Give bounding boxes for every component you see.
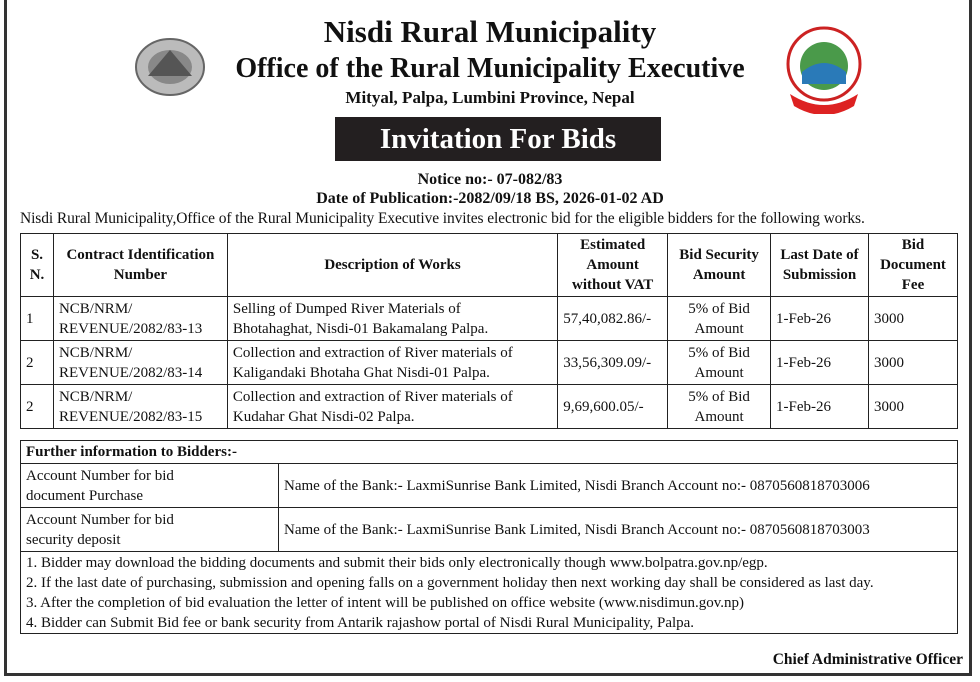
- cell-contract-id: NCB/NRM/REVENUE/2082/83-15: [52, 384, 228, 429]
- note-item: 3. After the completion of bid evaluatio…: [26, 595, 745, 611]
- account-value: Name of the Bank:- LaxmiSunrise Bank Lim…: [278, 463, 958, 508]
- account-row: Account Number for bid security deposit N…: [20, 507, 958, 552]
- municipality-logo: [786, 26, 862, 114]
- label-line: Account Number for bid: [26, 467, 174, 484]
- desc-line: Collection and extraction of River mater…: [232, 344, 513, 361]
- cell-description: Collection and extraction of River mater…: [226, 340, 559, 385]
- id-line: REVENUE/2082/83-13: [58, 320, 203, 337]
- cell-description: Collection and extraction of River mater…: [226, 384, 559, 429]
- signature-title: Chief Administrative Officer: [772, 651, 963, 668]
- id-line: REVENUE/2082/83-15: [58, 408, 203, 425]
- account-value: Name of the Bank:- LaxmiSunrise Bank Lim…: [278, 507, 958, 552]
- label-line: Account Number for bid: [26, 511, 174, 528]
- notice-number: Notice no:- 07-082/83: [417, 171, 563, 188]
- desc-line: Bhotahaghat, Nisdi-01 Bakamalang Palpa.: [232, 320, 489, 337]
- cell-sn: 1: [20, 296, 54, 341]
- cell-fee: 3000: [868, 384, 958, 429]
- account-label: Account Number for bid document Purchase: [20, 463, 279, 508]
- cell-date: 1-Feb-26: [770, 384, 869, 429]
- cell-description: Selling of Dumped River Materials of Bhot…: [226, 296, 559, 341]
- office-name: Office of the Rural Municipality Executi…: [235, 53, 745, 84]
- table-row: 2 NCB/NRM/REVENUE/2082/83-15 Collection …: [20, 384, 958, 429]
- header-security: Bid Security Amount: [667, 233, 772, 297]
- cell-amount: 57,40,082.86/-: [557, 296, 669, 341]
- id-line: NCB/NRM/: [58, 344, 133, 361]
- further-info-table: Further information to Bidders:- Account…: [20, 440, 958, 634]
- security-line: Amount: [694, 320, 744, 337]
- government-emblem-logo: [135, 38, 205, 96]
- desc-line: Kaligandaki Bhotaha Ghat Nisdi-01 Palpa.: [232, 364, 490, 381]
- note-item: 1. Bidder may download the bidding docum…: [26, 555, 768, 571]
- table-row: 2 NCB/NRM/REVENUE/2082/83-14 Collection …: [20, 340, 958, 385]
- label-line: document Purchase: [26, 487, 144, 504]
- cell-security: 5% of Bid Amount: [667, 340, 772, 385]
- desc-line: Collection and extraction of River mater…: [232, 388, 513, 405]
- note-item: 4. Bidder can Submit Bid fee or bank sec…: [26, 615, 695, 631]
- intro-text: Nisdi Rural Municipality,Office of the R…: [20, 210, 865, 227]
- header-sn: S. N.: [20, 233, 54, 297]
- account-label: Account Number for bid security deposit: [20, 507, 279, 552]
- note-item: 2. If the last date of purchasing, submi…: [26, 575, 874, 591]
- security-line: Amount: [694, 408, 744, 425]
- header-last-date: Last Date of Submission: [770, 233, 869, 297]
- cell-security: 5% of Bid Amount: [667, 384, 772, 429]
- cell-security: 5% of Bid Amount: [667, 296, 772, 341]
- header-fee: Bid Document Fee: [868, 233, 958, 297]
- invitation-banner: Invitation For Bids: [335, 117, 661, 161]
- desc-line: Kudahar Ghat Nisdi-02 Palpa.: [232, 408, 415, 425]
- cell-amount: 33,56,309.09/-: [557, 340, 669, 385]
- cell-fee: 3000: [868, 296, 958, 341]
- cell-sn: 2: [20, 384, 54, 429]
- table-header-row: S. N. Contract Identification Number Des…: [20, 233, 958, 297]
- page-border: [4, 0, 972, 676]
- header-contract-id: Contract Identification Number: [52, 233, 228, 297]
- publication-date: Date of Publication:-2082/09/18 BS, 2026…: [316, 190, 664, 207]
- id-line: NCB/NRM/: [58, 388, 133, 405]
- cell-fee: 3000: [868, 340, 958, 385]
- header-description: Description of Works: [226, 233, 559, 297]
- security-line: Amount: [694, 364, 744, 381]
- security-line: 5% of Bid: [688, 300, 750, 317]
- id-line: REVENUE/2082/83-14: [58, 364, 203, 381]
- works-table: S. N. Contract Identification Number Des…: [20, 233, 958, 429]
- cell-contract-id: NCB/NRM/REVENUE/2082/83-14: [52, 340, 228, 385]
- id-line: NCB/NRM/: [58, 300, 133, 317]
- cell-amount: 9,69,600.05/-: [557, 384, 669, 429]
- address: Mityal, Palpa, Lumbini Province, Nepal: [345, 88, 635, 107]
- cell-sn: 2: [20, 340, 54, 385]
- cell-date: 1-Feb-26: [770, 340, 869, 385]
- municipality-name: Nisdi Rural Municipality: [323, 14, 657, 49]
- further-info-title: Further information to Bidders:-: [20, 440, 958, 464]
- security-line: 5% of Bid: [688, 388, 750, 405]
- security-line: 5% of Bid: [688, 344, 750, 361]
- cell-date: 1-Feb-26: [770, 296, 869, 341]
- desc-line: Selling of Dumped River Materials of: [232, 300, 461, 317]
- account-row: Account Number for bid document Purchase …: [20, 463, 958, 508]
- table-row: 1 NCB/NRM/REVENUE/2082/83-13 Selling of …: [20, 296, 958, 341]
- label-line: security deposit: [26, 531, 121, 548]
- notes-cell: 1. Bidder may download the bidding docum…: [20, 551, 958, 634]
- cell-contract-id: NCB/NRM/REVENUE/2082/83-13: [52, 296, 228, 341]
- header-amount: Estimated Amount without VAT: [557, 233, 669, 297]
